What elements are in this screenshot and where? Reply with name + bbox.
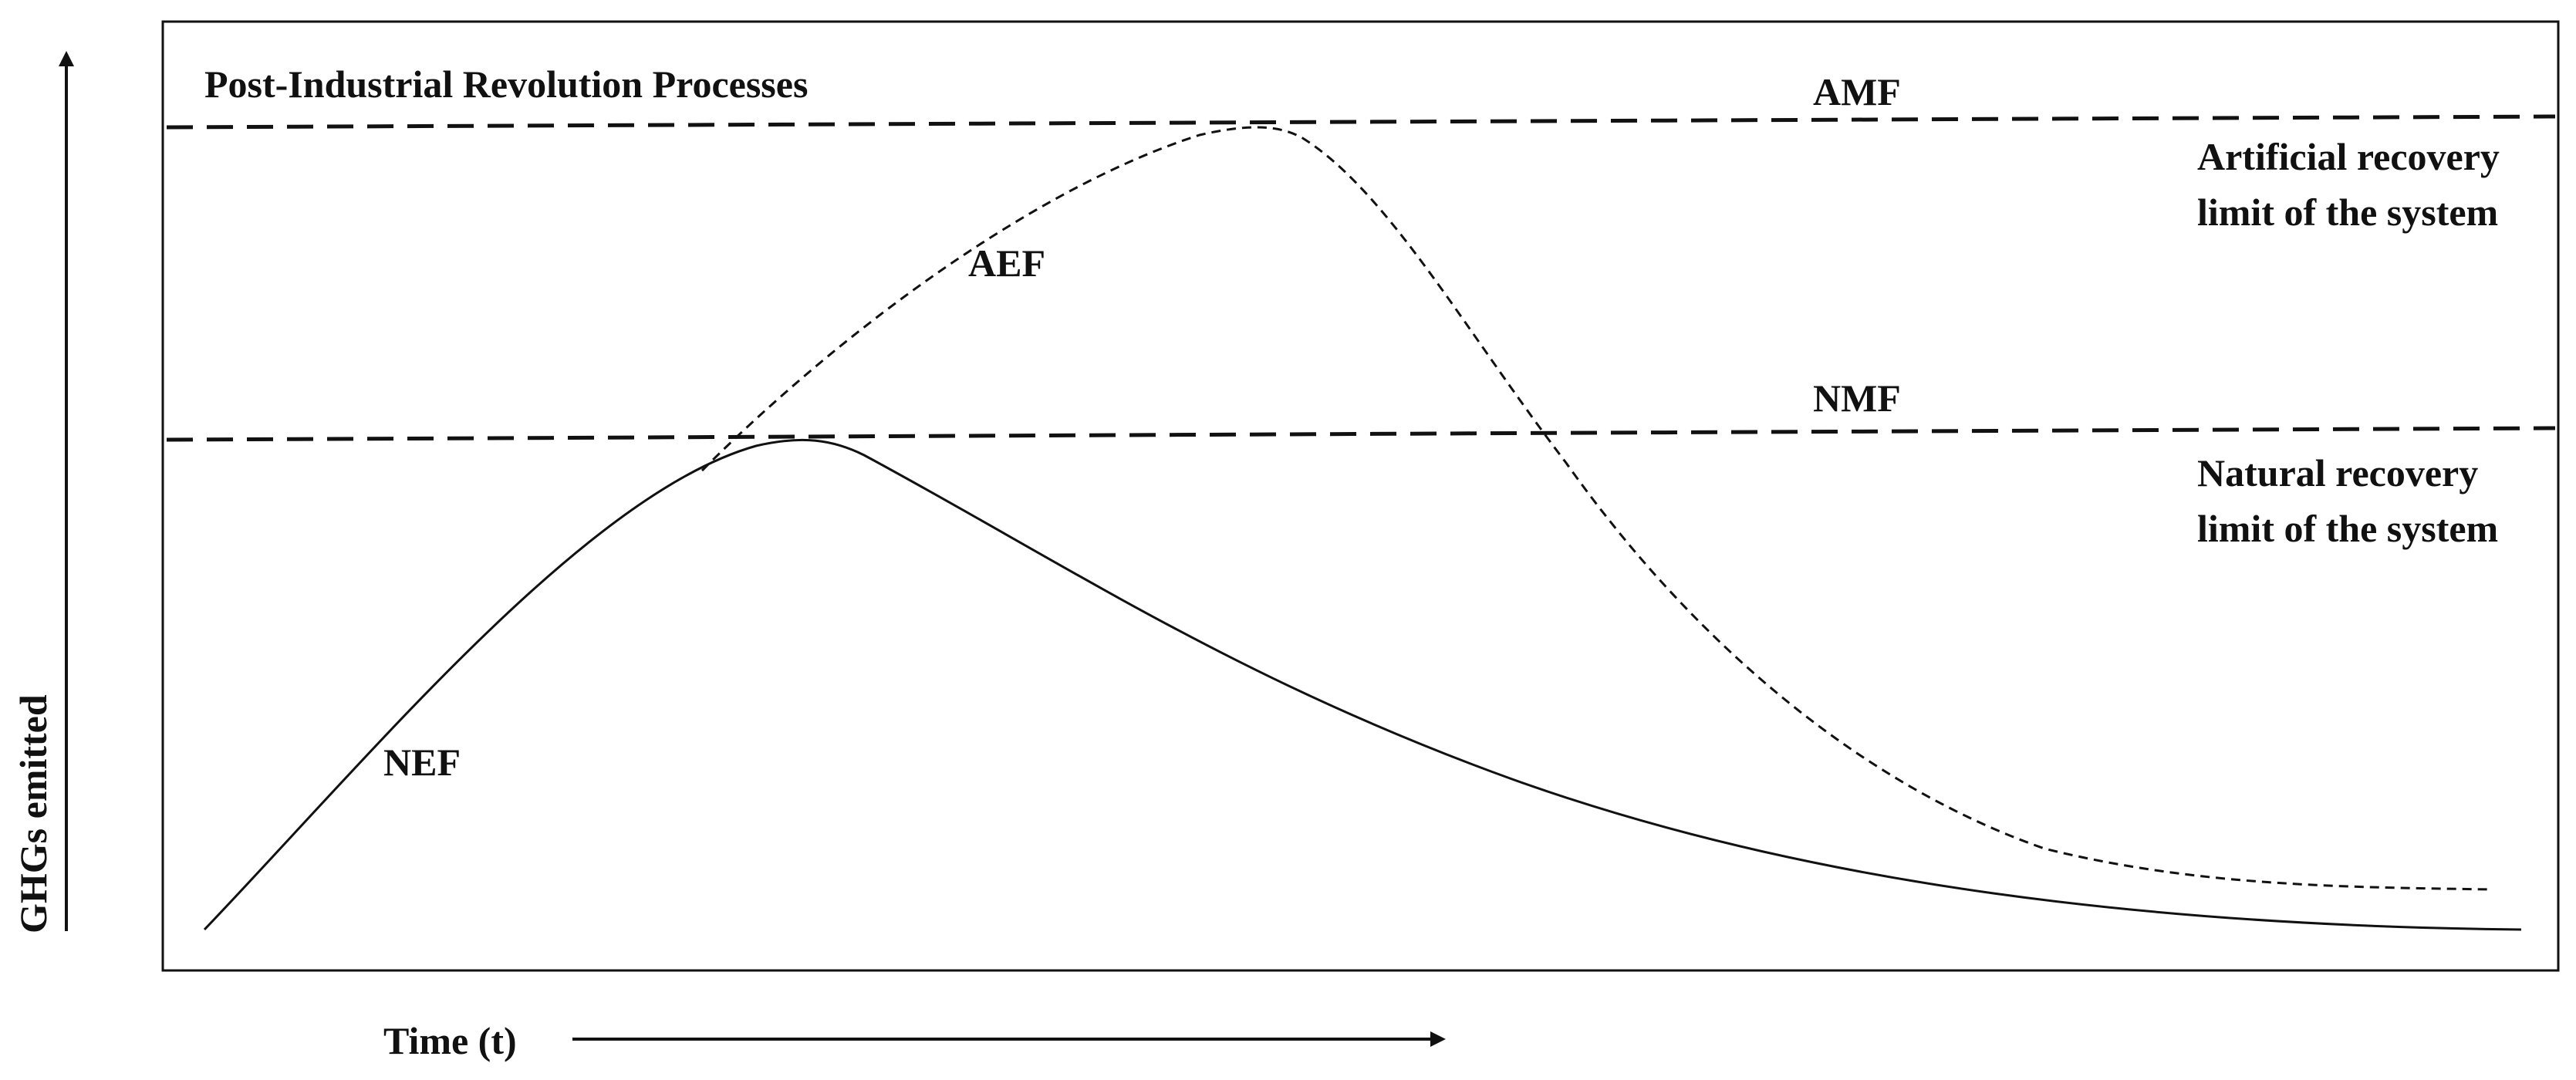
nef-curve bbox=[203, 438, 2522, 931]
y-axis-label: GHGs emitted bbox=[12, 694, 55, 933]
nmf-description-line2: limit of the system bbox=[2197, 507, 2498, 550]
aef-label: AEF bbox=[968, 241, 1045, 285]
nmf-label: NMF bbox=[1813, 376, 1901, 420]
amf-description-line2: limit of the system bbox=[2197, 191, 2498, 234]
nmf-threshold-line bbox=[166, 426, 2556, 442]
amf-description-line1: Artificial recovery bbox=[2197, 135, 2500, 178]
x-axis-label: Time (t) bbox=[383, 1019, 517, 1062]
amf-label: AMF bbox=[1813, 70, 1901, 113]
aef-curve bbox=[701, 126, 2493, 891]
nef-label: NEF bbox=[383, 741, 461, 784]
plot-frame bbox=[161, 20, 2560, 972]
nmf-description-line1: Natural recovery bbox=[2197, 451, 2478, 494]
amf-threshold-line bbox=[166, 114, 2556, 130]
diagram-title: Post-Industrial Revolution Processes bbox=[204, 62, 808, 106]
